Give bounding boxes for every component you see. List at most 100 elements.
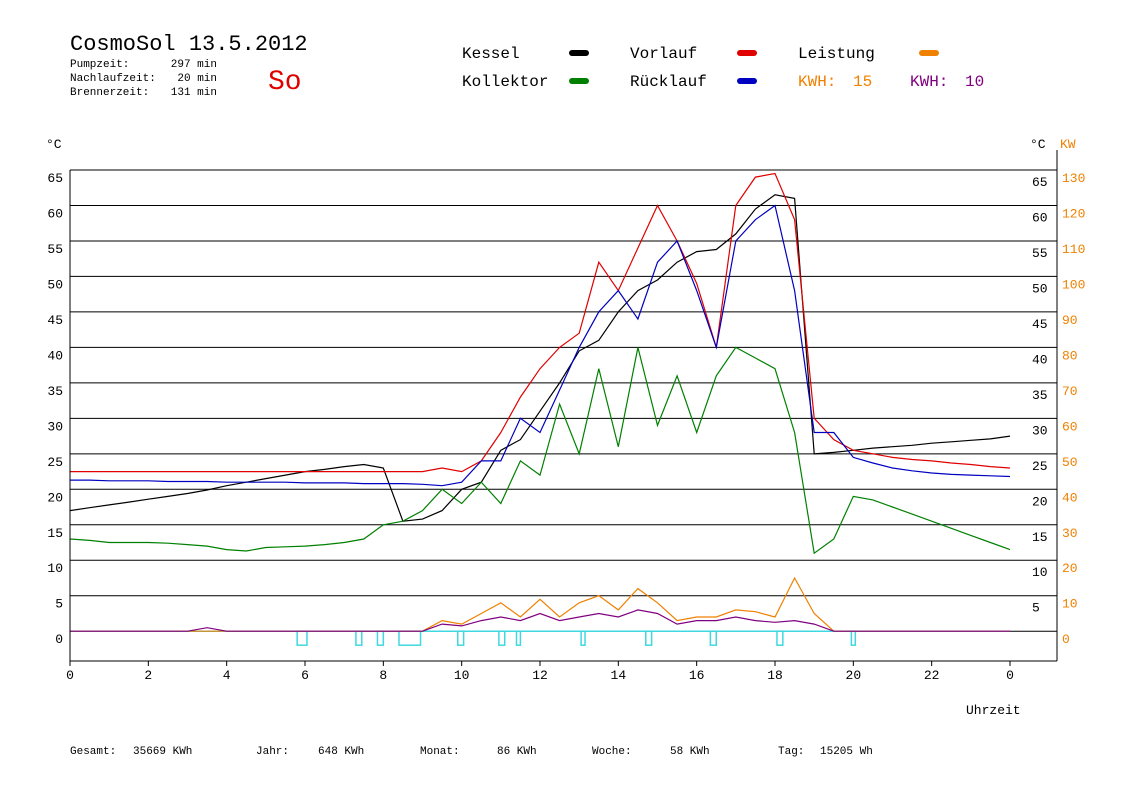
pump-interval	[515, 630, 522, 646]
x-tick-label: 6	[301, 668, 309, 683]
y2-tick-label: 80	[1062, 348, 1078, 363]
y-right-tick-label: 25	[1032, 459, 1048, 474]
y2-tick-label: 100	[1062, 277, 1085, 292]
y-right-tick-label: 45	[1032, 317, 1048, 332]
total-value: 58 KWh	[670, 746, 710, 758]
y-tick-label: 30	[47, 419, 63, 434]
y2-tick-label: 10	[1062, 597, 1078, 612]
chart-title: CosmoSol 13.5.2012	[70, 32, 308, 57]
y2-tick-label: 0	[1062, 632, 1070, 647]
y-tick-label: 25	[47, 455, 63, 470]
x-tick-label: 20	[846, 668, 862, 683]
x-tick-label: 12	[532, 668, 548, 683]
series-line	[70, 609, 1010, 632]
pump-interval	[580, 630, 586, 646]
pump-interval	[709, 630, 717, 646]
y-right-tick-label: 10	[1032, 565, 1048, 580]
y-tick-label: 40	[47, 348, 63, 363]
stat-label: Pumpzeit:	[70, 59, 129, 71]
x-tick-label: 2	[144, 668, 152, 683]
y-right-tick-label: 55	[1032, 246, 1048, 261]
y2-tick-label: 40	[1062, 490, 1078, 505]
total-label: Monat:	[420, 746, 460, 758]
kwh-label: KWH:	[798, 73, 836, 91]
x-tick-label: 10	[454, 668, 470, 683]
pump-interval	[457, 630, 465, 646]
y2-tick-label: 60	[1062, 419, 1078, 434]
y-right-tick-label: 20	[1032, 494, 1048, 509]
x-tick-label: 14	[611, 668, 627, 683]
grid	[70, 169, 1057, 632]
total-value: 648 KWh	[318, 746, 364, 758]
y-right-tick-label: 65	[1032, 175, 1048, 190]
y-unit-right: °C	[1030, 137, 1046, 152]
stat-label: Brennerzeit:	[70, 87, 149, 99]
stat-label: Nachlaufzeit:	[70, 73, 156, 85]
series-line	[70, 172, 1011, 473]
y-tick-label: 5	[55, 597, 63, 612]
total-label: Woche:	[592, 746, 632, 758]
stat-value: 297 min	[171, 59, 217, 71]
y2-tick-label: 20	[1062, 561, 1078, 576]
kwh-label: KWH:	[910, 73, 948, 91]
total-label: Jahr:	[256, 746, 289, 758]
legend-label: Vorlauf	[630, 45, 697, 63]
day-label: So	[268, 67, 302, 98]
y-tick-label: 55	[47, 242, 63, 257]
kwh-value: 15	[853, 73, 872, 91]
y2-tick-label: 50	[1062, 455, 1078, 470]
y-right-tick-label: 15	[1032, 530, 1048, 545]
x-tick-label: 4	[223, 668, 231, 683]
x-tick-label: 8	[379, 668, 387, 683]
y2-tick-label: 120	[1062, 206, 1085, 221]
series-line	[70, 204, 1011, 487]
y-right-tick-label: 60	[1032, 210, 1048, 225]
y-right-tick-label: 35	[1032, 388, 1048, 403]
y-tick-label: 15	[47, 526, 63, 541]
y-tick-label: 60	[47, 206, 63, 221]
y-tick-label: 50	[47, 277, 63, 292]
y-tick-label: 35	[47, 384, 63, 399]
series-line	[69, 346, 1011, 555]
plot	[69, 172, 1011, 646]
kwh-value: 10	[965, 73, 984, 91]
x-tick-label: 0	[1006, 668, 1014, 683]
y2-tick-label: 30	[1062, 526, 1078, 541]
y2-tick-label: 70	[1062, 384, 1078, 399]
y2-tick-label: 130	[1062, 171, 1085, 186]
y-tick-label: 65	[47, 171, 63, 186]
x-tick-label: 18	[767, 668, 783, 683]
total-value: 15205 Wh	[820, 746, 873, 758]
y2-unit: KW	[1060, 137, 1076, 152]
legend-label: Rücklauf	[630, 73, 707, 91]
y-tick-label: 45	[47, 313, 63, 328]
y-right-tick-label: 40	[1032, 352, 1048, 367]
y-tick-label: 0	[55, 632, 63, 647]
legend-label: Leistung	[798, 45, 875, 63]
y2-tick-label: 90	[1062, 313, 1078, 328]
y-right-tick-label: 50	[1032, 281, 1048, 296]
x-tick-label: 22	[924, 668, 940, 683]
total-value: 35669 KWh	[133, 746, 192, 758]
pump-interval	[776, 630, 784, 646]
legend-label: Kollektor	[462, 73, 548, 91]
legend-label: Kessel	[462, 45, 520, 63]
y-right-tick-label: 5	[1032, 601, 1040, 616]
x-axis-label: Uhrzeit	[966, 703, 1021, 718]
x-tick-label: 16	[689, 668, 705, 683]
y-right-tick-label: 30	[1032, 423, 1048, 438]
pump-interval	[498, 630, 506, 646]
y-unit: °C	[46, 137, 62, 152]
x-tick-label: 0	[66, 668, 74, 683]
y2-tick-label: 110	[1062, 242, 1085, 257]
y-tick-label: 20	[47, 490, 63, 505]
total-label: Gesamt:	[70, 746, 116, 758]
stat-value: 20 min	[177, 73, 217, 85]
pump-interval	[645, 630, 653, 646]
total-label: Tag:	[778, 746, 804, 758]
y-tick-label: 10	[47, 561, 63, 576]
total-value: 86 KWh	[497, 746, 537, 758]
stat-value: 131 min	[171, 87, 217, 99]
